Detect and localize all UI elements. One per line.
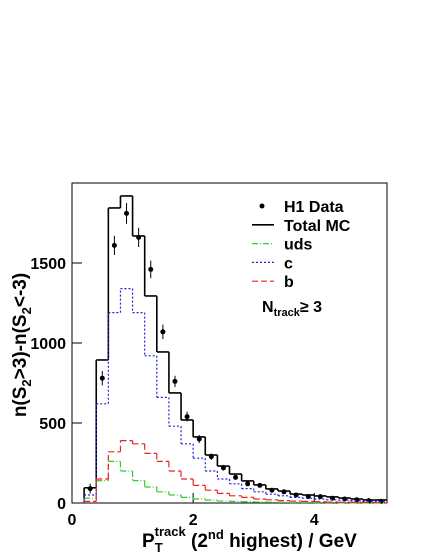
data-point (148, 266, 154, 272)
x-axis-label: PTtrack (2nd highest) / GeV (142, 524, 357, 555)
data-point (99, 375, 105, 381)
y-label-part: >3)-n(S (10, 314, 31, 379)
y-label-part: <-3) (10, 273, 31, 307)
annotation: Ntrack≥ 3 (262, 299, 322, 319)
legend-label: b (284, 274, 294, 291)
x-label-part: P (142, 531, 155, 552)
data-point (87, 486, 93, 492)
x-tick-label: 0 (68, 512, 77, 529)
legend-label: c (284, 255, 293, 272)
legend-label: uds (284, 237, 313, 254)
data-point (124, 210, 130, 216)
x-tick-label: 4 (310, 512, 319, 529)
annotation-part: N (262, 299, 274, 316)
y-label-sub: 2 (19, 379, 34, 386)
x-label-part: highest) / GeV (224, 531, 357, 552)
data-point (196, 436, 202, 442)
y-axis-label: n(S2>3)-n(S2<-3) (10, 273, 34, 417)
legend-label: Total MC (284, 218, 351, 235)
x-label-part: (2 (186, 531, 208, 552)
data-point (184, 414, 190, 420)
data-point (160, 329, 166, 335)
x-label-sup: nd (208, 527, 224, 542)
annotation-sub: track (274, 307, 301, 319)
legend-label: H1 Data (284, 199, 344, 216)
data-point (111, 242, 117, 248)
x-label-sub: T (155, 540, 163, 555)
x-tick-label: 2 (189, 512, 198, 529)
legend-marker (259, 203, 265, 209)
y-label-sub: 2 (19, 307, 34, 314)
y-tick-label: 1500 (30, 256, 66, 273)
data-point (233, 474, 239, 480)
y-tick-label: 0 (57, 496, 66, 513)
data-point (172, 378, 178, 384)
data-point (245, 481, 251, 487)
y-label-part: n(S (10, 387, 31, 418)
y-tick-label: 1000 (30, 336, 66, 353)
y-tick-label: 500 (39, 416, 66, 433)
annotation-part: ≥ 3 (300, 299, 322, 316)
x-label-sup: track (155, 524, 187, 539)
